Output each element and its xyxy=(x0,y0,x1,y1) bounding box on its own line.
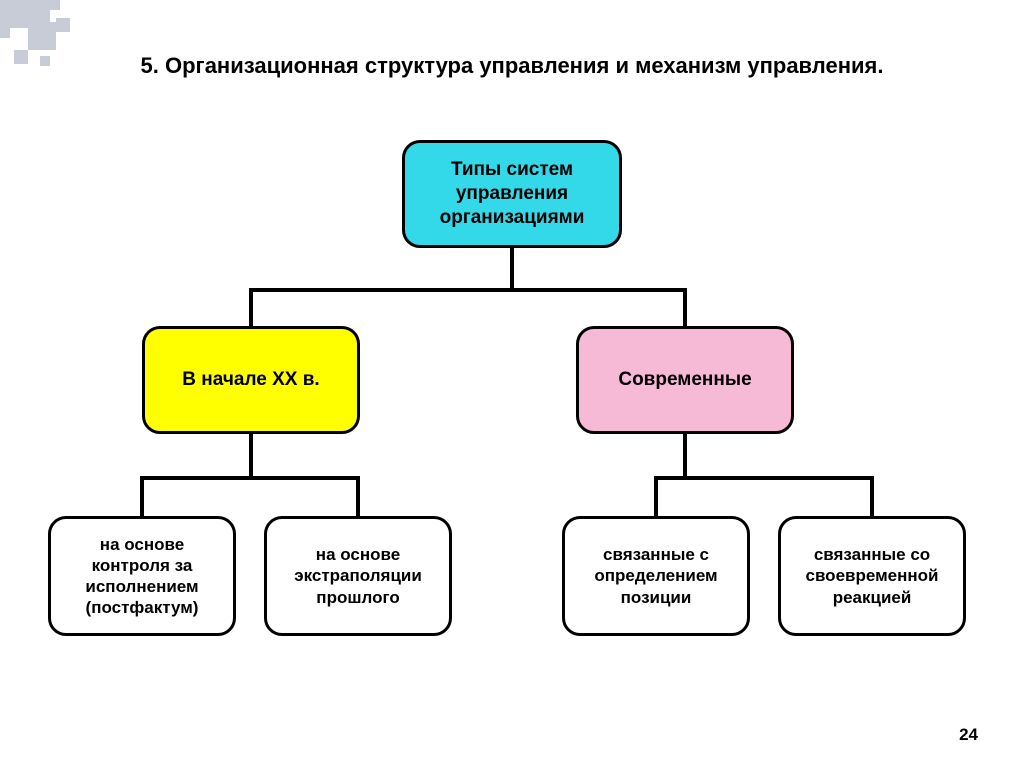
decor-square xyxy=(56,18,70,32)
tree-node-a: В начале XX в. xyxy=(142,326,360,434)
page-number: 24 xyxy=(959,725,978,745)
tree-node-root: Типы систем управления организациями xyxy=(402,140,622,248)
decor-square xyxy=(28,22,56,50)
decor-square xyxy=(0,28,10,38)
slide-title: 5. Организационная структура управления … xyxy=(0,52,1024,81)
tree-node-b2: связанные со своевременной реакцией xyxy=(778,516,966,636)
decor-square xyxy=(28,0,50,22)
decor-square xyxy=(0,0,28,28)
tree-node-b: Современные xyxy=(576,326,794,434)
tree-node-a1: на основе контроля за исполнением (постф… xyxy=(48,516,236,636)
tree-node-a2: на основе экстраполяции прошлого xyxy=(264,516,452,636)
decor-square xyxy=(50,0,60,10)
tree-node-b1: связанные с определением позиции xyxy=(562,516,750,636)
